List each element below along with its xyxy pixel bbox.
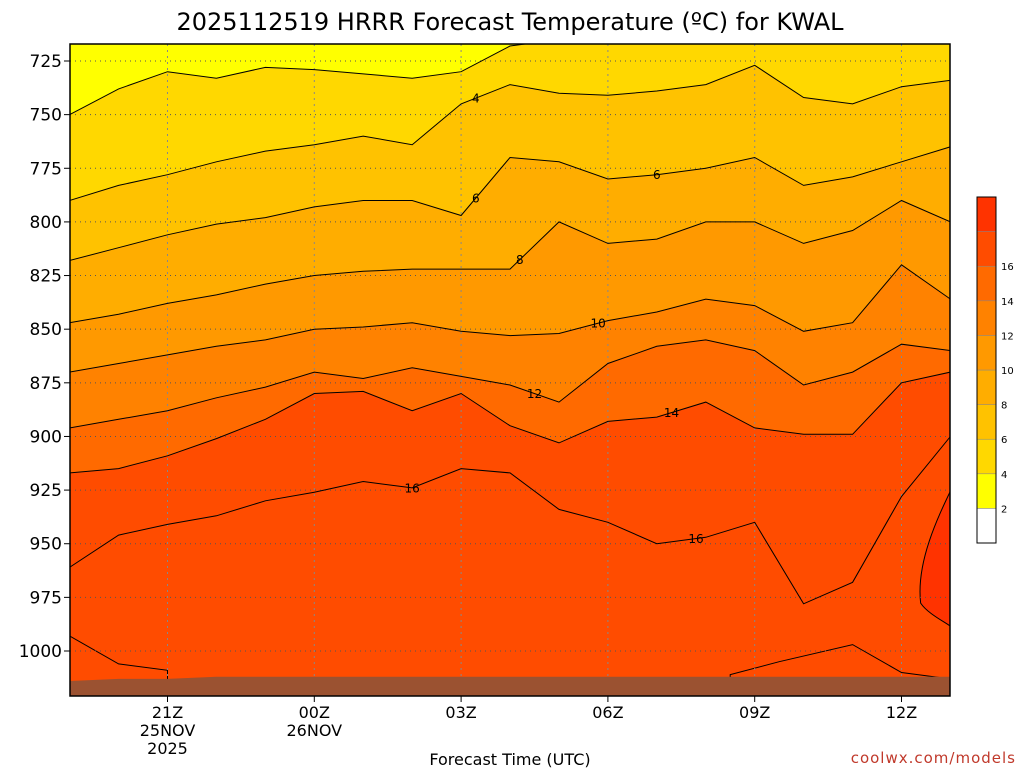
isotherm-label-12: 12 <box>527 387 542 401</box>
colorbar-tick-label: 16 <box>1001 262 1014 273</box>
credit-text: coolwx.com/models <box>851 749 1016 767</box>
isotherm-label-10: 10 <box>590 317 605 331</box>
band-below-4 <box>70 44 950 201</box>
y-tick-label: 925 <box>30 481 62 501</box>
y-tick-label: 750 <box>30 106 62 126</box>
isotherm-lines <box>70 44 950 605</box>
colorbar-swatch <box>976 508 997 544</box>
colorbar-swatch <box>976 231 997 267</box>
terrain <box>70 676 950 696</box>
y-tick-label: 975 <box>30 588 62 608</box>
colorbar-tick-label: 12 <box>1001 331 1014 342</box>
isotherm-10 <box>70 264 950 373</box>
colorbar-swatch <box>976 473 997 509</box>
chart-title: 2025112519 HRRR Forecast Temperature (ºC… <box>176 8 844 36</box>
temperature-fills <box>70 44 950 696</box>
colorbar-swatch <box>976 369 997 405</box>
y-tick-label: 850 <box>30 320 62 340</box>
isotherm-label-16: 16 <box>405 481 420 495</box>
y-tick-label: 950 <box>30 535 62 555</box>
isotherm-16 <box>70 436 950 605</box>
colorbar-swatch <box>976 404 997 440</box>
y-tick-label: 800 <box>30 213 62 233</box>
y-tick-label: 1000 <box>19 642 62 662</box>
colorbar-swatch <box>976 438 997 475</box>
colorbar-swatch <box>976 196 997 232</box>
x-tick-label: 26NOV <box>287 721 343 740</box>
y-tick-label: 900 <box>30 427 62 447</box>
isotherm-label-16: 16 <box>688 532 703 546</box>
x-tick-label: 21Z <box>152 703 183 722</box>
colorbar-tick-label: 6 <box>1001 435 1007 446</box>
colorbar-tick-label: 4 <box>1001 470 1007 481</box>
x-tick-label: 09Z <box>739 703 770 722</box>
y-tick-label: 725 <box>30 52 62 72</box>
colorbar-tick-label: 14 <box>1001 297 1014 308</box>
grid-lines <box>70 44 950 696</box>
colorbar-swatch <box>976 335 997 371</box>
isotherm-label-8: 8 <box>516 253 524 267</box>
y-tick-label: 775 <box>30 159 62 179</box>
colorbar-swatch <box>976 265 997 302</box>
isotherm-12 <box>70 339 950 429</box>
colorbar-tick-label: 2 <box>1001 504 1007 515</box>
isotherm-4 <box>70 64 950 201</box>
isotherm-14 <box>70 371 950 474</box>
isotherm-label-4: 4 <box>472 92 480 106</box>
isotherm-label-6: 6 <box>472 192 480 206</box>
isotherm-labels: 4 6 6 8 10 12 14 16 16 <box>405 92 704 546</box>
colorbar-tick-label: 10 <box>1001 366 1014 377</box>
isotherm-label-6: 6 <box>653 168 661 182</box>
terrain-mask <box>70 676 950 696</box>
colorbar-frame <box>976 196 997 544</box>
colorbar-swatch <box>976 300 997 336</box>
x-tick-label: 2025 <box>147 739 188 758</box>
plot-frame <box>69 43 951 697</box>
isotherm-8 <box>70 199 950 324</box>
y-axis: 725 750 775 800 825 850 875 900 925 950 975 1000 <box>19 52 70 662</box>
x-tick-label: 00Z <box>299 703 330 722</box>
isotherm-label-14: 14 <box>664 406 679 420</box>
y-tick-label: 875 <box>30 374 62 394</box>
colorbar-tick-label: 8 <box>1001 401 1007 412</box>
colorbar: 2 4 6 8 10 12 14 16 <box>976 196 1014 544</box>
isotherm-2 <box>70 44 529 115</box>
x-tick-label: 12Z <box>886 703 917 722</box>
y-tick-label: 825 <box>30 267 62 287</box>
isotherm-6 <box>70 146 950 261</box>
x-tick-label: 06Z <box>592 703 623 722</box>
x-tick-label: 03Z <box>445 703 476 722</box>
band-below-2 <box>70 44 526 115</box>
x-axis-label: Forecast Time (UTC) <box>429 750 590 768</box>
x-tick-label: 25NOV <box>140 721 196 740</box>
plot-area: 4 6 6 8 10 12 14 16 16 <box>70 44 950 696</box>
